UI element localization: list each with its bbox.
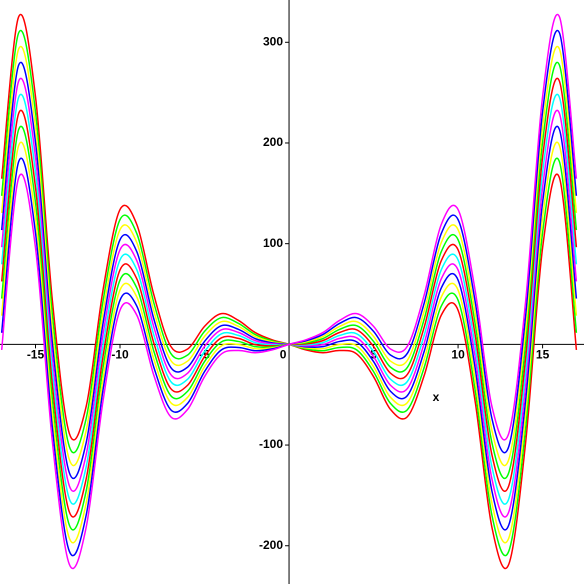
x-tick-label: 15	[536, 348, 550, 362]
y-tick-label: 300	[263, 34, 283, 48]
x-tick-label: 0	[280, 348, 287, 362]
y-tick-label: 100	[263, 236, 283, 250]
x-tick-label: -15	[27, 348, 45, 362]
x-axis-label: x	[433, 390, 440, 404]
x-tick-label: 5	[370, 348, 377, 362]
x-tick-label: -10	[111, 348, 129, 362]
x-tick-label: -5	[199, 348, 210, 362]
y-tick-label: -200	[259, 538, 283, 552]
x-tick-label: 10	[451, 348, 465, 362]
y-tick-label: 200	[263, 135, 283, 149]
y-tick-label: -100	[259, 437, 283, 451]
series-line	[0, 13, 578, 570]
